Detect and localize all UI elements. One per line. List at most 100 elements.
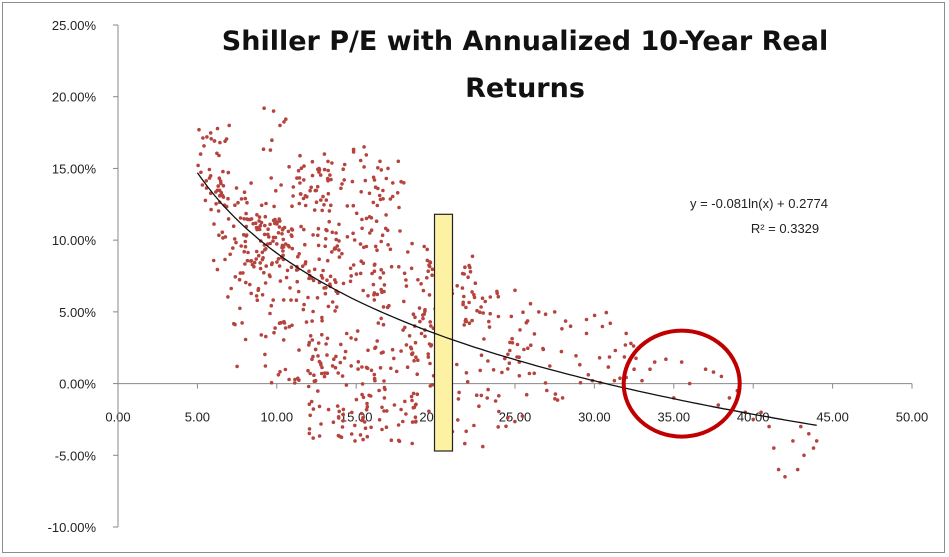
data-point <box>496 314 501 319</box>
data-point <box>266 227 270 231</box>
data-point <box>386 243 390 247</box>
data-point <box>337 239 341 243</box>
data-point <box>460 286 465 290</box>
data-point <box>361 261 366 266</box>
data-point <box>337 409 342 414</box>
data-point <box>379 316 384 321</box>
data-point <box>503 356 507 361</box>
data-point <box>309 399 314 404</box>
data-point <box>461 302 465 307</box>
data-point <box>326 304 331 309</box>
data-point <box>351 147 356 152</box>
data-point <box>323 244 328 249</box>
data-point <box>506 352 510 357</box>
data-point <box>243 244 248 249</box>
data-point <box>397 205 401 210</box>
data-point <box>332 357 336 362</box>
data-point <box>378 159 382 164</box>
data-point <box>381 322 386 327</box>
data-point <box>416 278 420 282</box>
chart-title-line-2: Returns <box>465 73 585 104</box>
data-point <box>332 247 337 251</box>
data-point <box>295 279 300 284</box>
data-point <box>520 414 525 418</box>
data-point <box>455 284 460 288</box>
data-point <box>325 353 329 357</box>
data-point <box>568 324 573 329</box>
data-point <box>340 182 344 186</box>
data-point <box>311 233 315 237</box>
data-point <box>464 319 469 324</box>
highlight-circle <box>621 328 742 439</box>
data-point <box>421 316 425 321</box>
data-point <box>333 365 338 370</box>
data-point <box>218 179 223 183</box>
data-point <box>560 327 564 331</box>
data-point <box>309 185 314 190</box>
data-point <box>317 359 322 364</box>
data-point <box>356 367 360 371</box>
data-point <box>319 371 324 376</box>
data-point <box>302 164 306 168</box>
data-point <box>631 344 636 348</box>
data-point <box>334 305 339 309</box>
data-point <box>375 292 380 297</box>
data-point <box>485 396 490 400</box>
data-point <box>306 295 310 300</box>
data-point <box>276 373 281 377</box>
data-point <box>330 300 335 304</box>
data-point <box>330 161 334 165</box>
data-point <box>409 266 414 271</box>
data-point <box>238 306 242 311</box>
y-tick-label: -10.00% <box>48 520 97 535</box>
data-point <box>207 176 212 180</box>
data-point <box>486 387 490 392</box>
data-point <box>528 301 533 306</box>
data-point <box>334 231 338 235</box>
data-point <box>318 173 323 177</box>
data-point <box>362 145 366 149</box>
data-point <box>390 194 395 199</box>
data-point <box>322 374 327 379</box>
data-point <box>260 293 265 297</box>
data-point <box>374 219 379 223</box>
x-tick-label: 15.00 <box>340 410 373 425</box>
data-point <box>348 266 353 271</box>
data-point <box>231 224 236 228</box>
data-point <box>360 382 365 386</box>
data-point <box>293 381 297 385</box>
data-point <box>259 203 264 208</box>
data-point <box>297 176 302 180</box>
data-point <box>296 168 301 173</box>
data-point <box>343 349 348 354</box>
data-point <box>262 270 266 275</box>
data-point <box>263 223 267 228</box>
data-point <box>274 189 278 193</box>
data-point <box>486 359 490 363</box>
data-point <box>349 432 354 436</box>
data-point <box>209 137 213 141</box>
data-point <box>613 348 618 353</box>
data-point <box>245 200 249 205</box>
data-point <box>285 268 290 273</box>
data-point <box>421 288 426 293</box>
data-point <box>428 361 432 366</box>
chart-title-line-1: Shiller P/E with Annualized 10-Year Real <box>222 26 828 57</box>
data-point <box>290 246 295 251</box>
data-point <box>491 368 496 372</box>
data-point <box>307 402 312 407</box>
data-point <box>316 341 321 345</box>
data-point <box>226 196 230 201</box>
x-tick-label: 35.00 <box>658 410 691 425</box>
data-point <box>322 371 327 375</box>
data-point <box>409 346 414 351</box>
data-point <box>260 250 265 255</box>
data-point <box>236 200 240 205</box>
data-point <box>323 237 328 241</box>
data-point <box>235 364 239 369</box>
data-point <box>209 207 213 212</box>
data-point <box>268 148 273 152</box>
x-tick-label: 50.00 <box>896 410 929 425</box>
data-point <box>276 231 281 235</box>
data-point <box>324 198 329 202</box>
